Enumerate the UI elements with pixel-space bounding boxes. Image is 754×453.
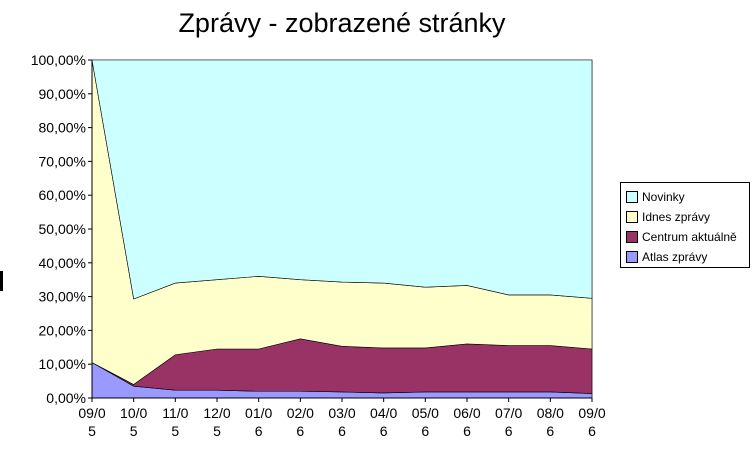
y-tick-label: 10,00% [39,356,86,372]
x-tick-label: 07/0 6 [495,405,522,439]
y-tick-label: 40,00% [39,255,86,271]
legend-item-centrum: Centrum aktuálně [626,227,749,247]
y-tick-label: 80,00% [39,120,86,136]
chart-title: Zprávy - zobrazené stránky [178,8,506,38]
legend-label: Centrum aktuálně [642,230,737,244]
y-tick-label: 0,00% [46,390,86,406]
y-tick-label: 90,00% [39,86,86,102]
x-tick-label: 08/0 6 [537,405,564,439]
y-tick-label: 30,00% [39,289,86,305]
area-series-group [91,59,593,399]
x-tick-label: 05/0 6 [412,405,439,439]
y-axis-ticks: 0,00% 10,00% 20,00% 30,00% 40,00% 50,00% 60,00… [31,52,92,406]
legend-item-novinky: Novinky [626,187,749,207]
legend: Novinky Idnes zprávy Centrum aktuálně At… [620,182,750,268]
y-tick-label: 20,00% [39,322,86,338]
legend-swatch-novinky [626,191,638,203]
x-tick-label: 06/0 6 [453,405,480,439]
x-tick-label: 04/0 6 [370,405,397,439]
y-tick-label: 50,00% [39,221,86,237]
area-series-3 [91,59,593,300]
legend-label: Idnes zprávy [642,210,711,224]
legend-swatch-centrum [626,231,638,243]
x-tick-label: 10/0 5 [120,405,147,439]
legend-item-atlas: Atlas zprávy [626,247,749,267]
legend-label: Novinky [642,190,685,204]
legend-label: Atlas zprávy [642,250,708,264]
legend-swatch-atlas [626,251,638,263]
x-tick-label: 03/0 6 [328,405,355,439]
y-tick-label: 100,00% [31,52,86,68]
x-axis-ticks: 09/0 5 10/0 5 11/0 5 12/0 5 01/0 6 02/0 6 03/0 6 04/0 6… [78,398,606,439]
y-tick-label: 70,00% [39,153,86,169]
x-tick-label: 01/0 6 [245,405,272,439]
x-tick-label: 02/0 6 [287,405,314,439]
legend-swatch-idnes [626,211,638,223]
legend-item-idnes: Idnes zprávy [626,207,749,227]
x-tick-label: 09/0 5 [78,405,105,439]
edge-mark [0,271,3,291]
y-tick-label: 60,00% [39,187,86,203]
x-tick-label: 09/0 6 [578,405,605,439]
x-tick-label: 11/0 5 [162,405,188,439]
x-tick-label: 12/0 5 [203,405,230,439]
